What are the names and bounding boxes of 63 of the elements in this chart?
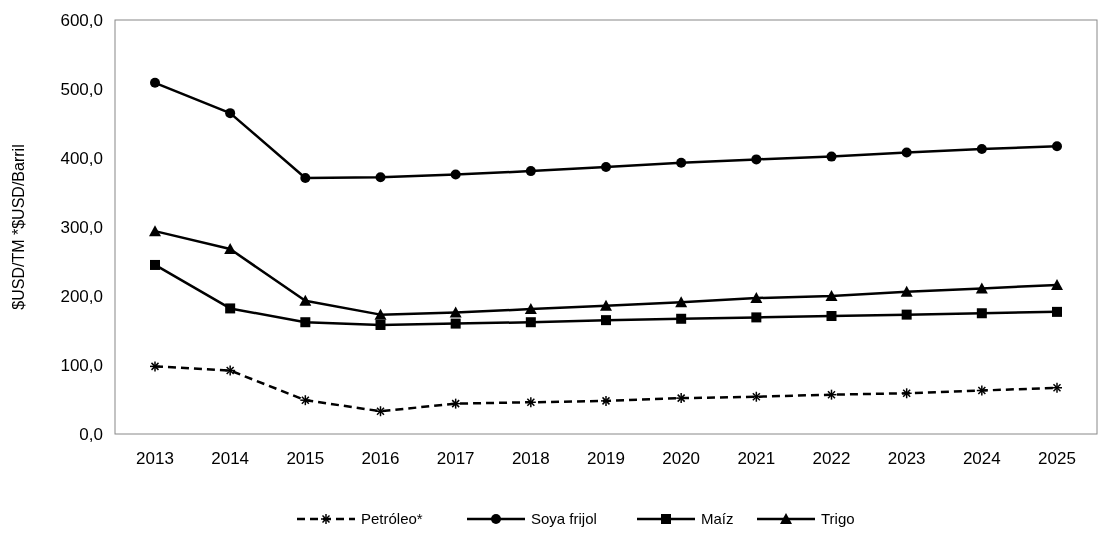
- point: [225, 108, 236, 119]
- point: [975, 282, 988, 294]
- legend-label: Maíz: [701, 510, 734, 527]
- point: [299, 294, 312, 306]
- point: [901, 309, 912, 320]
- point: [1051, 278, 1063, 290]
- x-tick-label: 2014: [211, 449, 250, 468]
- point: [826, 311, 837, 322]
- y-tick-label: 0,0: [79, 424, 103, 444]
- x-tick-label: 2023: [887, 449, 926, 468]
- x-tick-label: 2019: [587, 449, 625, 468]
- point: [449, 306, 462, 318]
- point: [300, 317, 311, 328]
- x-tick-label: 2016: [361, 449, 400, 468]
- y-tick-label: 300,0: [60, 217, 103, 237]
- point: [900, 285, 913, 297]
- point: [601, 161, 611, 172]
- point: [1052, 141, 1062, 152]
- y-tick-label: 400,0: [60, 148, 103, 168]
- y-axis-title: $USD/TM *$USD/Barril: [10, 144, 27, 310]
- legend-label: Soya frijol: [531, 510, 597, 527]
- x-tick-label: 2024: [962, 449, 1001, 468]
- point: [450, 169, 461, 180]
- point: [901, 147, 912, 158]
- legend-label: Trigo: [821, 510, 855, 527]
- x-tick-label: 2015: [286, 449, 325, 468]
- point: [374, 308, 387, 320]
- point: [675, 296, 688, 308]
- point: [601, 315, 611, 326]
- point: [300, 173, 311, 184]
- point: [751, 154, 762, 165]
- point: [751, 312, 762, 323]
- point: [826, 151, 837, 162]
- point: [825, 290, 838, 301]
- x-tick-label: 2018: [511, 449, 550, 468]
- point: [450, 318, 461, 329]
- point: [750, 292, 763, 304]
- point: [150, 77, 160, 88]
- point: [676, 313, 687, 324]
- x-tick-label: 2017: [436, 449, 475, 468]
- legend-label: Petróleo*: [361, 510, 423, 527]
- x-tick-label: 2025: [1038, 449, 1076, 468]
- point: [375, 172, 386, 183]
- point: [976, 308, 987, 319]
- point: [1052, 306, 1062, 317]
- y-tick-label: 200,0: [60, 286, 103, 306]
- point: [525, 317, 536, 328]
- x-tick-label: 2022: [812, 449, 851, 468]
- x-tick-label: 2020: [662, 449, 701, 468]
- y-tick-label: 100,0: [60, 355, 103, 375]
- point: [225, 303, 236, 314]
- point: [524, 303, 537, 315]
- point: [676, 157, 687, 168]
- point: [976, 144, 987, 155]
- x-tick-label: 2013: [136, 449, 174, 468]
- x-tick-label: 2021: [737, 449, 776, 468]
- point: [525, 166, 536, 177]
- point: [600, 299, 612, 311]
- y-tick-label: 500,0: [60, 79, 103, 99]
- y-tick-label: 600,0: [60, 10, 103, 30]
- point: [150, 259, 160, 270]
- point: [149, 225, 161, 237]
- point: [375, 319, 386, 330]
